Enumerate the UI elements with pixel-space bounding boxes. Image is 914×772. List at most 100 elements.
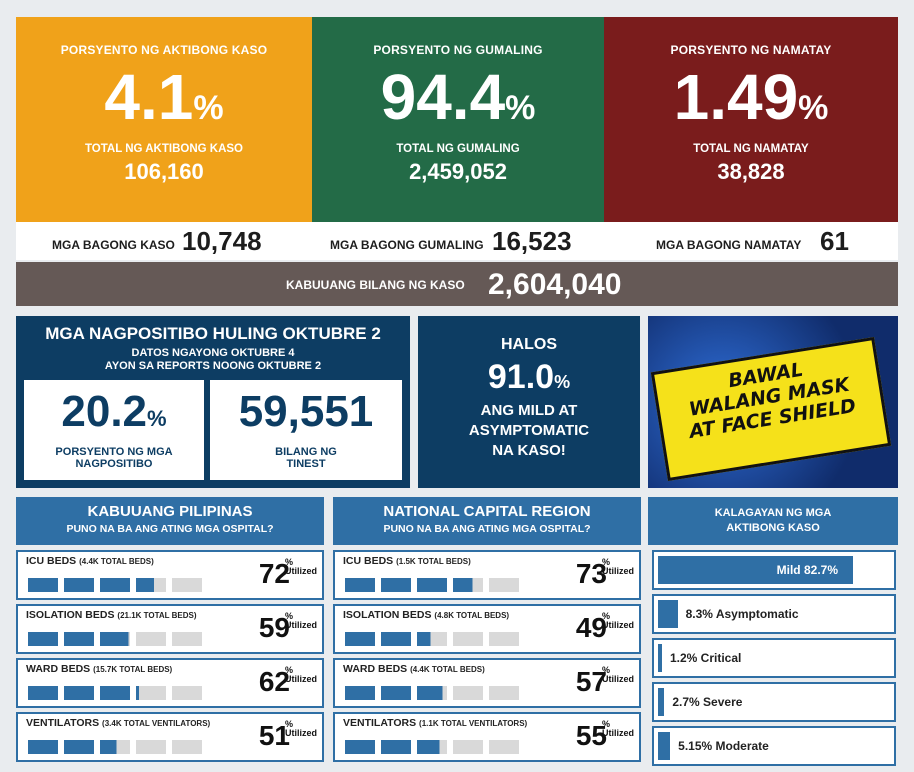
kalagayan-item-1: 8.3% Asymptomatic <box>652 594 896 634</box>
total-cases-label: KABUUANG BILANG NG KASO <box>286 278 465 292</box>
utilization-bars <box>28 578 228 592</box>
active-pct-label: PORSYENTO NG AKTIBONG KASO <box>60 43 268 57</box>
bar-segment <box>489 632 519 646</box>
bar-segment <box>100 632 130 646</box>
row-label: WARD BEDS (15.7K TOTAL BEDS) <box>26 663 173 675</box>
bar-segment <box>64 578 94 592</box>
new-recovered-value: 16,523 <box>492 226 572 256</box>
bar-segment <box>64 686 94 700</box>
recovered-total-label: TOTAL NG GUMALING <box>396 143 520 155</box>
recovered-total-value: 2,459,052 <box>409 159 507 184</box>
row-percent: 73 <box>575 558 607 589</box>
recovered-pct-label: PORSYENTO NG GUMALING <box>373 43 543 57</box>
bar-segment <box>489 740 519 754</box>
positivity-rate-label: PORSYENTO NG MGA <box>55 446 173 458</box>
total-cases-bar: KABUUANG BILANG NG KASO 2,604,040 <box>16 262 898 306</box>
kalagayan-fill <box>658 556 854 584</box>
bar-segment <box>100 740 130 754</box>
kalagayan-title-1: KALAGAYAN NG MGA <box>714 507 832 519</box>
row-percent: 57 <box>575 666 607 697</box>
kalagayan-text: 8.3% Asymptomatic <box>685 607 799 621</box>
row-label: WARD BEDS (4.4K TOTAL BEDS) <box>343 663 485 675</box>
row-utilized: % Utilized <box>284 719 317 739</box>
positivity-rate-label-2: NAGPOSITIBO <box>75 458 153 470</box>
tested-box: 59,551 BILANG NG TINEST <box>210 380 402 480</box>
deaths-pct-value: 1.49% <box>673 61 829 133</box>
tested-label-2: TINEST <box>286 458 326 470</box>
row-utilized: % Utilized <box>284 665 317 685</box>
bar-segment <box>64 632 94 646</box>
row-label: ISOLATION BEDS (21.1K TOTAL BEDS) <box>26 609 197 621</box>
deaths-pct-label: PORSYENTO NG NAMATAY <box>670 43 832 57</box>
mild-text-1: ANG MILD AT <box>480 402 578 419</box>
row-label: VENTILATORS (1.1K TOTAL VENTILATORS) <box>343 717 528 729</box>
hospital-row-ph-3: VENTILATORS (3.4K TOTAL VENTILATORS) 51% U… <box>16 712 324 762</box>
utilization-bars <box>28 740 228 754</box>
bar-segment <box>381 578 411 592</box>
row-utilized: % Utilized <box>601 557 634 577</box>
row-utilized: % Utilized <box>601 665 634 685</box>
positivity-date: DATOS NGAYONG OKTUBRE 4 <box>131 347 295 359</box>
row-utilized: % Utilized <box>601 719 634 739</box>
total-cases-value: 2,604,040 <box>488 268 622 301</box>
kalagayan-title-2: AKTIBONG KASO <box>726 522 820 534</box>
utilization-bars <box>28 686 228 700</box>
positivity-panel: MGA NAGPOSITIBO HULING OKTUBRE 2 DATOS N… <box>16 316 410 488</box>
bar-segment <box>345 578 375 592</box>
bar-segment <box>136 686 166 700</box>
row-label: VENTILATORS (3.4K TOTAL VENTILATORS) <box>26 717 211 729</box>
positivity-source: AYON SA REPORTS NOONG OKTUBRE 2 <box>104 360 322 372</box>
row-percent: 72 <box>258 558 290 589</box>
row-percent: 49 <box>575 612 607 643</box>
ph-header: KABUUANG PILIPINAS PUNO NA BA ANG ATING … <box>16 497 324 545</box>
positivity-rate: 20.2% <box>61 387 167 436</box>
mild-pct: 91.0% <box>487 358 571 396</box>
kalagayan-header: KALAGAYAN NG MGA AKTIBONG KASO <box>648 497 898 545</box>
active-pct-value: 4.1% <box>104 61 224 133</box>
bar-segment <box>381 632 411 646</box>
recovered-card: PORSYENTO NG GUMALING 94.4% TOTAL NG GUM… <box>312 17 604 222</box>
bar-segment <box>172 578 202 592</box>
row-utilized: % Utilized <box>601 611 634 631</box>
bar-segment <box>100 578 130 592</box>
new-recovered-label: MGA BAGONG GUMALING <box>330 238 484 252</box>
bar-segment <box>417 686 447 700</box>
bar-segment <box>381 740 411 754</box>
tested-count: 59,551 <box>238 387 374 436</box>
kalagayan-fill <box>658 688 665 716</box>
bar-segment <box>136 578 166 592</box>
utilization-bars <box>345 632 545 646</box>
kalagayan-fill <box>658 732 671 760</box>
new-cases-strip: MGA BAGONG KASO 10,748 MGA BAGONG GUMALI… <box>16 222 898 260</box>
new-deaths-label: MGA BAGONG NAMATAY <box>656 238 802 252</box>
ncr-header: NATIONAL CAPITAL REGION PUNO NA BA ANG A… <box>333 497 641 545</box>
mask-banner: BAWAL WALANG MASK AT FACE SHIELD <box>648 316 898 488</box>
kalagayan-item-2: 1.2% Critical <box>652 638 896 678</box>
utilization-bars <box>345 686 545 700</box>
bar-segment <box>345 740 375 754</box>
kalagayan-fill <box>658 644 662 672</box>
banner-sign: BAWAL WALANG MASK AT FACE SHIELD <box>650 337 892 481</box>
bar-segment <box>381 686 411 700</box>
bar-segment <box>453 740 483 754</box>
bar-segment <box>172 686 202 700</box>
bar-segment <box>453 686 483 700</box>
bar-segment <box>345 686 375 700</box>
tested-label: BILANG NG <box>275 446 337 458</box>
row-percent: 59 <box>258 612 290 643</box>
new-cases-label: MGA BAGONG KASO <box>52 238 175 252</box>
kalagayan-item-4: 5.15% Moderate <box>652 726 896 766</box>
bar-segment <box>453 632 483 646</box>
bar-segment <box>100 686 130 700</box>
row-label: ICU BEDS (1.5K TOTAL BEDS) <box>343 555 471 567</box>
hospital-row-ncr-2: WARD BEDS (4.4K TOTAL BEDS) 57% Utilized <box>333 658 641 708</box>
bar-segment <box>28 740 58 754</box>
utilization-bars <box>345 578 545 592</box>
bar-segment <box>345 632 375 646</box>
ph-title: KABUUANG PILIPINAS <box>87 503 253 520</box>
bar-segment <box>489 686 519 700</box>
row-percent: 62 <box>258 666 290 697</box>
mild-panel: HALOS 91.0% ANG MILD AT ASYMPTOMATIC NA … <box>418 316 640 488</box>
recovered-pct-value: 94.4% <box>380 61 536 133</box>
bar-segment <box>417 632 447 646</box>
